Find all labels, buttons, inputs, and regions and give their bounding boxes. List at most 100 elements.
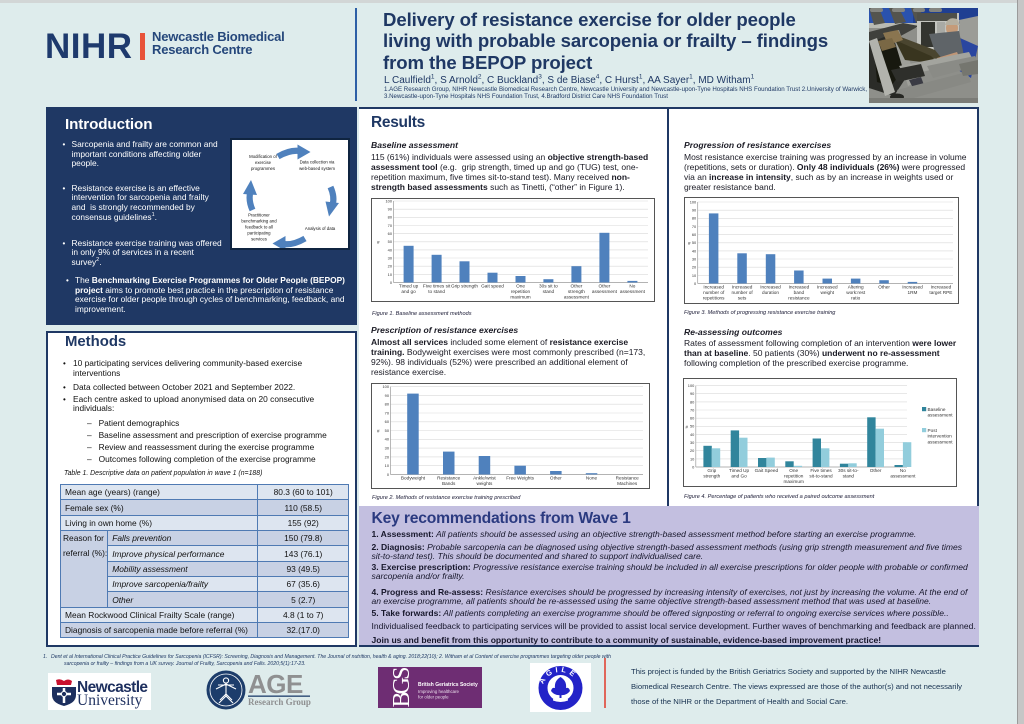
svg-text:0: 0 [390,280,393,285]
svg-text:benchmarking and: benchmarking and [241,219,277,224]
svg-text:sets: sets [737,296,746,301]
svg-text:participating: participating [247,231,271,236]
svg-text:maximum: maximum [510,295,530,300]
svg-text:Increased: Increased [760,285,781,290]
svg-text:Bands: Bands [442,481,456,486]
svg-text:repetition: repetition [511,289,531,294]
svg-text:for older people: for older people [418,695,449,700]
svg-text:One: One [516,284,525,289]
svg-text:Other: Other [878,285,890,290]
svg-text:70: 70 [690,407,695,412]
svg-text:0: 0 [692,464,695,469]
svg-text:services: services [251,237,267,242]
svg-text:30: 30 [690,440,695,445]
svg-text:Research Group: Research Group [248,697,311,707]
svg-text:resistance: resistance [788,296,810,301]
svg-text:One: One [789,468,798,473]
svg-text:duration: duration [762,290,779,295]
svg-text:assessment: assessment [928,439,954,444]
svg-text:#: # [686,424,689,429]
svg-text:80: 80 [691,216,696,221]
svg-text:Increased: Increased [731,285,752,290]
svg-text:Other: Other [550,476,562,481]
svg-text:Five times: Five times [810,468,832,473]
svg-text:assessment: assessment [620,289,646,294]
svg-text:20: 20 [691,265,696,270]
svg-text:30: 30 [388,255,393,260]
svg-text:Resistance: Resistance [616,476,640,481]
svg-text:50: 50 [388,239,393,244]
svg-text:work:rest: work:rest [846,290,866,295]
svg-text:Increased: Increased [817,285,838,290]
svg-text:Increased: Increased [788,285,809,290]
svg-text:10: 10 [691,273,696,278]
svg-text:Increased: Increased [703,285,724,290]
svg-text:60: 60 [388,231,393,236]
svg-text:No: No [900,468,906,473]
svg-text:number of: number of [731,290,753,295]
svg-text:Baseline: Baseline [928,406,946,411]
svg-text:programmes: programmes [251,166,275,171]
svg-text:repetitions: repetitions [702,296,724,301]
svg-text:90: 90 [385,393,390,398]
svg-text:No: No [629,284,635,289]
svg-text:80: 80 [385,402,390,407]
svg-text:British Geriatrics Society: British Geriatrics Society [418,682,478,688]
svg-text:90: 90 [690,391,695,396]
svg-text:30s sit-to-: 30s sit-to- [838,468,859,473]
svg-text:band: band [793,290,804,295]
svg-text:assessment: assessment [928,412,954,417]
svg-text:Bodyweight: Bodyweight [401,476,426,481]
svg-text:Practitioner: Practitioner [248,213,270,218]
svg-text:100: 100 [688,383,695,388]
svg-text:10: 10 [388,272,393,277]
svg-text:intervention: intervention [928,433,953,438]
svg-text:60: 60 [385,419,390,424]
svg-text:#: # [377,240,380,245]
svg-text:assessment: assessment [890,473,916,478]
svg-text:10: 10 [385,463,390,468]
svg-text:40: 40 [385,437,390,442]
svg-text:repetition: repetition [784,473,804,478]
svg-text:Other: Other [599,284,611,289]
svg-text:University: University [77,692,143,709]
svg-text:strength: strength [568,289,585,294]
svg-text:40: 40 [691,248,696,253]
svg-text:assessment: assessment [564,295,590,300]
svg-text:Machines: Machines [617,481,638,486]
svg-text:Grip strength: Grip strength [451,284,478,289]
svg-text:70: 70 [691,224,696,229]
svg-text:Other: Other [870,468,882,473]
svg-text:20: 20 [388,264,393,269]
svg-text:Increased: Increased [902,285,923,290]
svg-text:50: 50 [385,428,390,433]
svg-text:stand: stand [843,473,855,478]
svg-text:20: 20 [690,448,695,453]
svg-text:Increased: Increased [930,285,951,290]
svg-text:50: 50 [691,240,696,245]
svg-text:#: # [688,241,691,246]
svg-text:70: 70 [385,410,390,415]
svg-text:None: None [586,476,598,481]
svg-text:100: 100 [689,199,696,204]
svg-text:target RPE: target RPE [929,290,952,295]
svg-text:80: 80 [690,399,695,404]
svg-text:20: 20 [385,454,390,459]
svg-text:strength: strength [703,473,720,478]
svg-text:40: 40 [388,247,393,252]
svg-text:Grip: Grip [707,468,716,473]
svg-text:BGS: BGS [389,667,415,708]
svg-text:Improving healthcare: Improving healthcare [418,689,460,694]
svg-text:Data collection via: Data collection via [300,160,335,165]
svg-text:90: 90 [388,207,393,212]
svg-text:Gait Speed: Gait Speed [755,468,779,473]
svg-text:100: 100 [383,384,390,389]
svg-text:Ankle/wrist: Ankle/wrist [473,476,496,481]
svg-text:Analysis of data: Analysis of data [305,226,336,231]
svg-text:weight: weight [820,290,834,295]
svg-text:80: 80 [388,215,393,220]
svg-text:Post: Post [928,427,938,432]
svg-text:1RM: 1RM [907,290,917,295]
svg-text:0: 0 [694,281,697,286]
svg-text:web-based system: web-based system [299,166,335,171]
